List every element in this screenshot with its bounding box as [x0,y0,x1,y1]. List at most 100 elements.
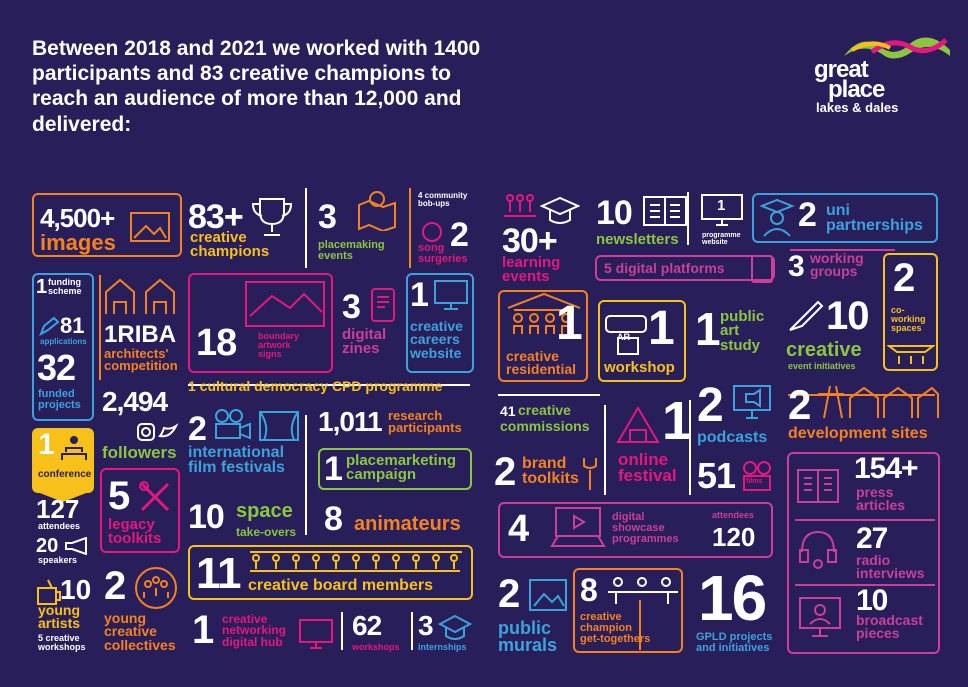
research-label: research participants [388,408,462,436]
uni-box [752,193,938,243]
conference-number: 1 [38,428,55,461]
logo-text: great place [814,56,885,104]
gettogethers-number: 8 [580,572,598,608]
gpld-label: GPLD projects and initiatives [696,631,773,654]
paint-pot-icon [37,579,61,605]
brand-number: 2 [494,450,516,494]
boundary-label: boundary artwork signs [258,331,300,359]
careers-label: creative careers website [410,318,463,361]
placemaking-label: placemaking events [318,239,385,262]
followers-number: 2,494 [102,386,168,417]
residential-number: 1 [556,297,583,350]
newsletter-icon [643,196,687,226]
tools-icon [139,481,170,512]
gpld-number: 16 [698,562,767,634]
song-icon [422,222,442,242]
theatre-curtain-icon [259,411,299,441]
workshops-number: 62 [352,610,382,641]
applications-label: applications [40,337,87,346]
devsites-number: 2 [788,381,811,428]
newsletters-number: 10 [596,194,633,232]
circus-tent-icon [616,406,660,443]
young-workshops-label: 5 creative workshops [38,633,86,652]
ar-headset-icon [605,315,647,355]
zines-label: digital zines [342,326,387,358]
speakers-number: 20 [36,535,59,557]
tablet-icon [371,288,395,322]
pencil-icon [39,316,60,336]
films-label: films [746,478,763,485]
followers-label: followers [102,443,177,462]
social-icon [137,423,179,441]
groups-label: working groups [810,250,864,280]
space-number: 10 [188,498,225,536]
progweb-label: programme website [702,232,741,246]
cowork-box [883,253,938,371]
workshops-label: workshops [352,642,400,652]
platforms-box [595,255,775,281]
attendees-number: 127 [36,494,80,524]
legacy-number: 5 [108,474,130,518]
legacy-box [100,468,180,553]
images-number: 4,500+ [40,203,115,233]
placemarketing-label: placemarketing campaign [346,452,457,484]
laptop-play-icon [550,507,606,547]
internships-label: internships [418,642,467,652]
collectives-number: 2 [104,564,126,608]
eventinit-number: 10 [826,294,869,338]
tv-presenter-icon [799,597,841,637]
headline: Between 2018 and 2021 we worked with 140… [32,37,481,136]
attendees-label: attendees [38,521,81,531]
cpd-label: 1 cultural democracy CPD programme [188,378,443,394]
megaphone-icon [65,537,87,555]
funded-number: 32 [37,347,76,388]
speakers-label: speakers [38,555,78,565]
touch-screen-icon [751,255,773,283]
murals-number: 2 [498,572,520,616]
houses-icon [818,385,939,419]
animateurs-number: 8 [324,500,343,538]
platforms-label: 5 digital platforms [604,260,725,276]
meeting-table-icon [608,577,678,604]
careers-box [406,273,474,373]
brand-label: brand toolkits [522,455,579,488]
artstudy-number: 1 [695,303,721,355]
artstudy-label: public art study [720,308,765,354]
uni-number: 2 [798,196,817,234]
uni-label: uni partnerships [826,202,923,235]
placemarketing-box [318,448,472,490]
mortarboard-icon [540,196,580,224]
desks-icon [887,345,935,364]
boundary-box [188,273,333,373]
radio-headset-icon [799,530,837,569]
media-box [787,452,940,654]
cowork-number: 2 [893,256,915,300]
festival-label: online festival [618,450,677,486]
arrow-shape [32,490,94,502]
gettogethers-label: creative champion get-togethers [580,611,651,645]
applications-number: 81 [60,313,85,338]
devsites-label: development sites [788,425,928,442]
arworkshop-number: 1 [648,302,675,355]
broadcast-number: 10 [856,584,888,617]
legacy-label: legacy toolkits [108,516,162,548]
radio-number: 27 [856,522,888,555]
collectives-label: young creative collectives [104,610,176,653]
residential-label: creative residential [506,348,577,378]
logo-wave-icon [844,37,950,59]
radio-label: radio interviews [856,552,925,582]
showcase-number: 4 [508,508,529,550]
images-box [32,193,182,257]
hub-number: 1 [192,608,214,652]
careers-number: 1 [410,276,429,314]
showcase-label: digital showcase programmes [612,511,679,545]
boundary-number: 18 [196,322,237,364]
building-icon [105,278,175,314]
eventinit-label2: event initiatives [788,361,856,371]
monitor-icon [701,194,743,226]
sign-icon [245,281,325,327]
board-label: creative board members [248,577,433,594]
laptop-icon [299,619,333,649]
progweb-number: 1 [717,197,726,214]
